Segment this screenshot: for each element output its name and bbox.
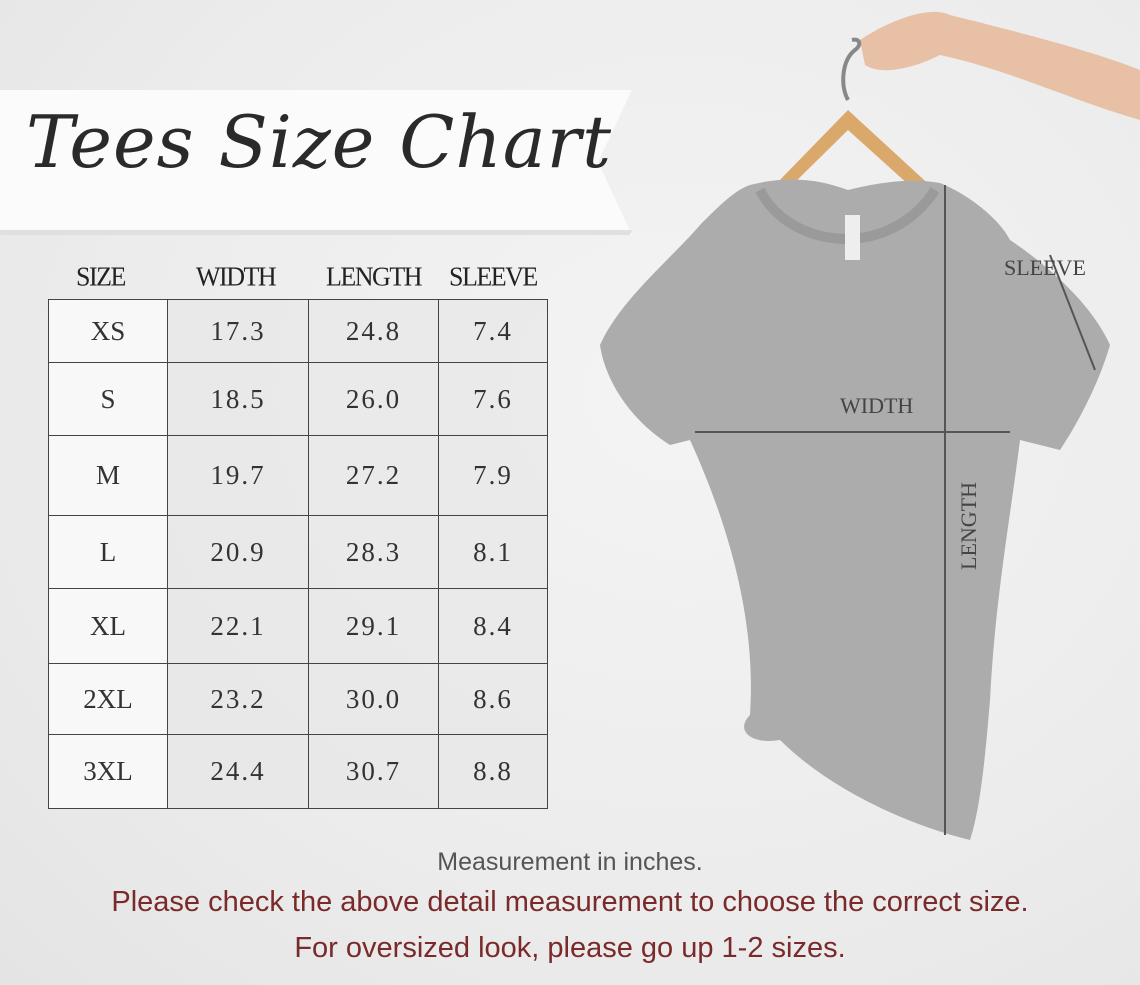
sleeve-cell: 8.1	[438, 515, 548, 589]
header-width: WIDTH	[196, 261, 277, 292]
sleeve-cell: 8.6	[438, 663, 548, 735]
length-cell: 26.0	[308, 362, 439, 436]
length-cell: 28.3	[308, 515, 439, 589]
width-cell: 22.1	[167, 588, 309, 664]
sleeve-cell: 7.4	[438, 299, 548, 363]
length-cell: 24.8	[308, 299, 439, 363]
size-table: XS 17.3 24.8 7.4 S 18.5 26.0 7.6 M 19.7 27.2 7.9 L 20…	[48, 299, 548, 809]
size-cell: 3XL	[48, 734, 168, 809]
unit-note: Measurement in inches.	[437, 848, 703, 876]
table-row: S 18.5 26.0 7.6	[48, 362, 548, 436]
oversized-note: For oversized look, please go up 1-2 siz…	[294, 932, 846, 964]
size-cell: XL	[48, 588, 168, 664]
length-cell: 29.1	[308, 588, 439, 664]
header-sleeve: SLEEVE	[449, 261, 538, 292]
width-cell: 18.5	[167, 362, 309, 436]
sleeve-cell: 7.6	[438, 362, 548, 436]
length-cell: 30.0	[308, 663, 439, 735]
table-row: M 19.7 27.2 7.9	[48, 435, 548, 516]
size-cell: L	[48, 515, 168, 589]
width-cell: 20.9	[167, 515, 309, 589]
table-row: 3XL 24.4 30.7 8.8	[48, 734, 548, 809]
size-cell: S	[48, 362, 168, 436]
width-cell: 23.2	[167, 663, 309, 735]
size-cell: XS	[48, 299, 168, 363]
width-cell: 19.7	[167, 435, 309, 516]
page-title: Tees Size Chart	[26, 100, 613, 184]
header-size: SIZE	[76, 261, 126, 292]
sleeve-cell: 7.9	[438, 435, 548, 516]
length-cell: 30.7	[308, 734, 439, 809]
table-row: 2XL 23.2 30.0 8.6	[48, 663, 548, 735]
width-label: WIDTH	[840, 393, 913, 418]
tshirt-diagram: WIDTH SLEEVE LENGTH	[600, 11, 1140, 841]
table-row: XS 17.3 24.8 7.4	[48, 299, 548, 363]
table-row: XL 22.1 29.1 8.4	[48, 588, 548, 664]
hand-illustration	[860, 11, 1140, 121]
header-length: LENGTH	[326, 261, 422, 292]
width-cell: 24.4	[167, 734, 309, 809]
length-cell: 27.2	[308, 435, 439, 516]
check-note: Please check the above detail measuremen…	[111, 886, 1029, 918]
width-cell: 17.3	[167, 299, 309, 363]
size-cell: M	[48, 435, 168, 516]
tshirt	[600, 179, 1110, 841]
sleeve-label: SLEEVE	[1004, 255, 1086, 280]
title-banner	[0, 90, 632, 235]
hanger-hook	[841, 37, 862, 101]
length-label: LENGTH	[956, 482, 981, 570]
sleeve-cell: 8.8	[438, 734, 548, 809]
size-cell: 2XL	[48, 663, 168, 735]
table-row: L 20.9 28.3 8.1	[48, 515, 548, 589]
sleeve-cell: 8.4	[438, 588, 548, 664]
